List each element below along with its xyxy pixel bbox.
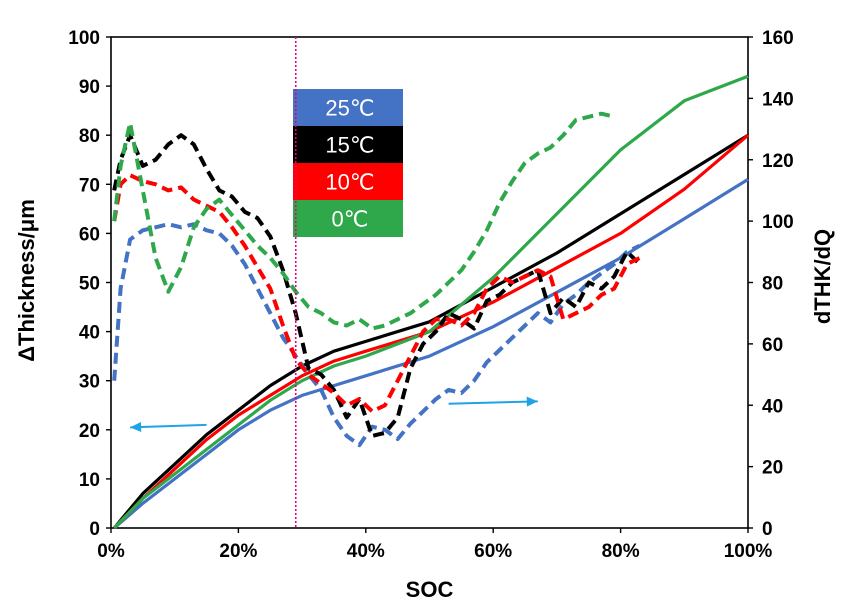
- x-tick-label: 60%: [474, 541, 512, 562]
- y2-tick-label: 100: [762, 212, 794, 233]
- y-tick-label: 60: [79, 224, 100, 245]
- y2-tick-label: 140: [762, 89, 794, 110]
- legend-label-3: 10℃: [325, 170, 374, 195]
- y2-tick-label: 40: [762, 396, 783, 417]
- axes-layer: 0% 20% 40% 60% 80% 100%0102030405060708090100…: [14, 28, 835, 602]
- arrow-head-2: [526, 396, 538, 407]
- y2-tick-label: 120: [762, 151, 794, 172]
- series-line-15-dthk-dq: [112, 133, 642, 438]
- series-line-25-thickness: [113, 178, 749, 530]
- y2-tick-label: 60: [762, 335, 783, 356]
- y2-tick-label: 80: [762, 274, 783, 295]
- y2-axis-title: dTHK/dQ: [810, 229, 835, 324]
- legend: 25℃ 15℃ 10℃ 0℃: [293, 89, 403, 237]
- x-axis-title: SOC: [406, 577, 454, 602]
- y-tick-label: 70: [79, 175, 100, 196]
- y-tick-label: 100: [68, 28, 100, 49]
- series-line-10-thickness: [113, 133, 750, 530]
- y-axis-title: ΔThickness/μm: [14, 199, 39, 362]
- y-tick-label: 30: [79, 372, 100, 393]
- annotations: [130, 37, 538, 528]
- legend-swatch-2: [293, 126, 403, 163]
- series-line-10-dthk-dq: [112, 173, 641, 414]
- arrow-shaft-2: [448, 400, 538, 405]
- y2-tick-label: 20: [762, 458, 783, 479]
- legend-swatch-3: [293, 163, 403, 200]
- series-line-0-dthk-dq: [112, 111, 615, 331]
- series-line-15-thickness: [112, 133, 749, 530]
- series-layer: [112, 74, 750, 530]
- y-tick-label: 50: [79, 274, 100, 295]
- legend-swatch-1: [293, 89, 403, 126]
- y-tick-label: 0: [89, 519, 100, 540]
- y-tick-label: 90: [79, 77, 100, 98]
- y-tick-label: 80: [79, 126, 100, 147]
- y-tick-label: 40: [79, 323, 100, 344]
- y-tick-label: 20: [79, 421, 100, 442]
- x-tick-label: 80%: [602, 541, 640, 562]
- x-tick-label: 40%: [347, 541, 385, 562]
- legend-swatch-4: [293, 200, 403, 237]
- x-tick-label: 100%: [724, 541, 773, 562]
- legend-label-2: 15℃: [325, 133, 374, 158]
- y-tick-label: 10: [79, 470, 100, 491]
- x-tick-label: 20%: [219, 541, 257, 562]
- legend-label-4: 0℃: [332, 207, 369, 232]
- y2-tick-label: 160: [762, 28, 794, 49]
- legend-label-1: 25℃: [325, 96, 374, 121]
- arrow-head-1: [130, 421, 142, 432]
- y2-tick-label: 0: [762, 519, 773, 540]
- arrow-shaft-1: [130, 423, 207, 429]
- x-tick-label: 0%: [97, 541, 125, 562]
- series-line-0-thickness: [113, 74, 749, 530]
